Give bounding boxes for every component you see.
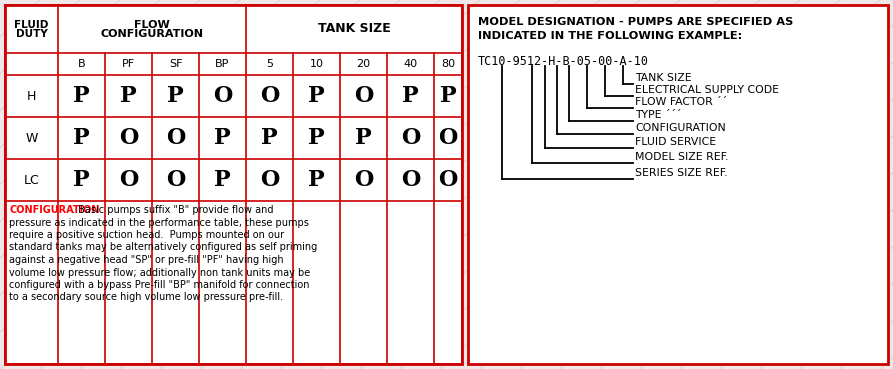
Text: O: O <box>260 169 280 191</box>
Text: CONFIGURATION: CONFIGURATION <box>101 29 204 39</box>
Text: FLOW: FLOW <box>134 20 170 30</box>
Text: pressure as indicated in the performance table, these pumps: pressure as indicated in the performance… <box>9 217 309 228</box>
Text: O: O <box>260 85 280 107</box>
Text: FLUID: FLUID <box>14 20 49 30</box>
Text: O: O <box>354 85 373 107</box>
Text: O: O <box>354 169 373 191</box>
Text: MODEL DESIGNATION - PUMPS ARE SPECIFIED AS: MODEL DESIGNATION - PUMPS ARE SPECIFIED … <box>478 17 793 27</box>
Text: to a secondary source high volume low pressure pre-fill.: to a secondary source high volume low pr… <box>9 293 283 303</box>
Text: 40: 40 <box>404 59 418 69</box>
Text: O: O <box>213 85 232 107</box>
Text: BP: BP <box>215 59 230 69</box>
Text: O: O <box>401 127 421 149</box>
Text: P: P <box>214 127 230 149</box>
Text: P: P <box>73 169 90 191</box>
Text: TANK SIZE: TANK SIZE <box>635 73 691 83</box>
Text: P: P <box>308 85 325 107</box>
Text: CONFIGURATION: CONFIGURATION <box>635 123 726 133</box>
Text: P: P <box>355 127 371 149</box>
Text: P: P <box>261 127 278 149</box>
Text: 10: 10 <box>310 59 323 69</box>
Text: 80: 80 <box>441 59 455 69</box>
Text: P: P <box>402 85 419 107</box>
Text: INDICATED IN THE FOLLOWING EXAMPLE:: INDICATED IN THE FOLLOWING EXAMPLE: <box>478 31 742 41</box>
Text: O: O <box>438 169 458 191</box>
Text: P: P <box>214 169 230 191</box>
Text: P: P <box>73 85 90 107</box>
Text: P: P <box>167 85 184 107</box>
Text: O: O <box>166 169 185 191</box>
Text: DUTY: DUTY <box>15 29 47 39</box>
FancyBboxPatch shape <box>5 5 462 364</box>
Text: require a positive suction head.  Pumps mounted on our: require a positive suction head. Pumps m… <box>9 230 284 240</box>
Text: MODEL SIZE REF.: MODEL SIZE REF. <box>635 152 729 162</box>
Text: P: P <box>73 127 90 149</box>
Text: configured with a bypass Pre-fill "BP" manifold for connection: configured with a bypass Pre-fill "BP" m… <box>9 280 310 290</box>
Text: O: O <box>166 127 185 149</box>
Text: volume low pressure flow; additionally non tank units may be: volume low pressure flow; additionally n… <box>9 268 310 277</box>
Text: TYPE ´´´: TYPE ´´´ <box>635 110 681 120</box>
Text: P: P <box>121 85 137 107</box>
Text: FLOW FACTOR ´´: FLOW FACTOR ´´ <box>635 97 727 107</box>
FancyBboxPatch shape <box>468 5 888 364</box>
Text: CONFIGURATION: CONFIGURATION <box>9 205 99 215</box>
Text: H: H <box>27 90 37 103</box>
Text: TANK SIZE: TANK SIZE <box>318 23 390 35</box>
Text: PF: PF <box>122 59 135 69</box>
Text: . Basic pumps suffix "B" provide flow and: . Basic pumps suffix "B" provide flow an… <box>72 205 273 215</box>
Text: against a negative head "SP" or pre-fill "PF" having high: against a negative head "SP" or pre-fill… <box>9 255 284 265</box>
Text: TC10-9512-H-B-05-00-A-10: TC10-9512-H-B-05-00-A-10 <box>478 55 649 68</box>
Text: B: B <box>78 59 86 69</box>
Text: P: P <box>439 85 456 107</box>
Text: FLUID SERVICE: FLUID SERVICE <box>635 137 716 147</box>
Text: O: O <box>119 169 138 191</box>
Text: O: O <box>401 169 421 191</box>
Text: SERIES SIZE REF.: SERIES SIZE REF. <box>635 168 728 178</box>
Text: P: P <box>308 127 325 149</box>
Text: standard tanks may be alternatively configured as self priming: standard tanks may be alternatively conf… <box>9 242 317 252</box>
Text: ELECTRICAL SUPPLY CODE: ELECTRICAL SUPPLY CODE <box>635 85 779 95</box>
Text: W: W <box>25 131 38 145</box>
Text: LC: LC <box>23 173 39 186</box>
Text: P: P <box>308 169 325 191</box>
Text: 20: 20 <box>356 59 371 69</box>
Text: 5: 5 <box>266 59 273 69</box>
Text: SF: SF <box>169 59 182 69</box>
Text: O: O <box>119 127 138 149</box>
Text: O: O <box>438 127 458 149</box>
